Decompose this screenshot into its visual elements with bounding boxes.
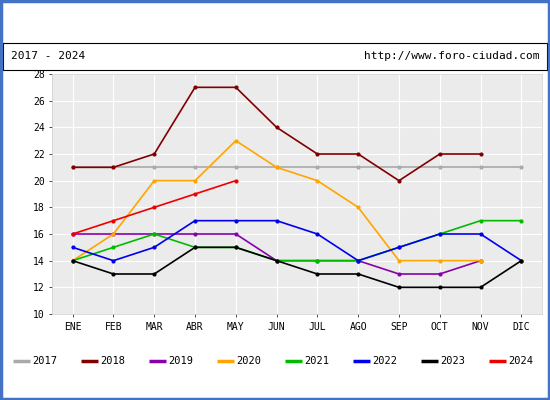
Text: 2024: 2024 xyxy=(508,356,534,366)
Text: Evolucion del paro registrado en Viguera: Evolucion del paro registrado en Viguera xyxy=(100,14,450,28)
Text: 2022: 2022 xyxy=(372,356,397,366)
Text: 2017: 2017 xyxy=(32,356,57,366)
Text: 2019: 2019 xyxy=(168,356,193,366)
Text: 2023: 2023 xyxy=(441,356,465,366)
Text: 2021: 2021 xyxy=(304,356,329,366)
Text: 2020: 2020 xyxy=(236,356,261,366)
Text: http://www.foro-ciudad.com: http://www.foro-ciudad.com xyxy=(364,51,539,61)
Text: 2017 - 2024: 2017 - 2024 xyxy=(11,51,85,61)
Text: 2018: 2018 xyxy=(100,356,125,366)
